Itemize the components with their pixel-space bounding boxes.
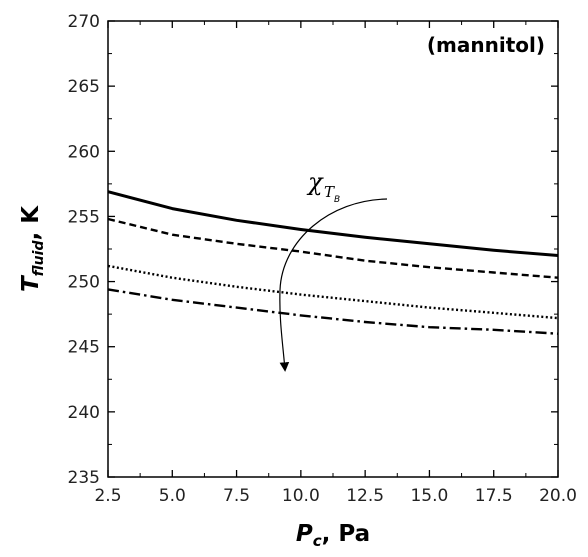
y-tick-label: 245 (68, 338, 100, 358)
y-tick-label: 240 (68, 403, 100, 423)
x-axis-label-suffix: , Pa (322, 521, 371, 547)
arrow-label-sub: T (324, 183, 335, 201)
series-line-dashed (107, 217, 559, 279)
series-lines (107, 190, 559, 335)
series-line-dotted (107, 264, 559, 320)
x-tick-label: 7.5 (223, 486, 250, 506)
x-tick-label: 5.0 (159, 486, 186, 506)
chart-annotation: (mannitol) (427, 33, 545, 57)
y-tick-label: 270 (68, 12, 100, 32)
x-tick-label: 12.5 (346, 486, 384, 506)
y-tick-label: 260 (68, 142, 100, 162)
trend-arrow (279, 198, 388, 372)
y-axis-label: Tfluid, K (18, 205, 47, 292)
series-line-dash-dot (107, 288, 559, 335)
arrow-label-subsub: B (334, 195, 340, 205)
y-tick-label: 255 (68, 207, 100, 227)
y-axis-ticks: 235 240 245 250 255 260 265 270 (68, 12, 558, 488)
x-tick-label: 10.0 (282, 486, 320, 506)
y-axis-label-main: T (18, 274, 44, 292)
x-tick-label: 2.5 (94, 486, 121, 506)
y-tick-label: 250 (68, 273, 100, 293)
x-axis-label-sub: c (313, 532, 322, 550)
x-axis-label: Pc, Pa (296, 521, 370, 550)
x-tick-label: 17.5 (475, 486, 513, 506)
y-tick-label: 265 (68, 77, 100, 97)
y-tick-label: 235 (68, 468, 100, 488)
y-axis-label-suffix: , K (18, 205, 44, 241)
x-axis-ticks: 2.5 5.0 7.5 10.0 12.5 15.0 17.5 20.0 (94, 21, 577, 506)
x-axis-label-main: P (296, 521, 313, 547)
x-tick-label: 20.0 (539, 486, 577, 506)
y-axis-label-sub: fluid (31, 240, 47, 277)
arrow-label: χ T B (306, 168, 340, 205)
x-tick-label: 15.0 (410, 486, 448, 506)
series-line-solid (107, 190, 559, 257)
arrow-label-main: χ (306, 168, 324, 196)
